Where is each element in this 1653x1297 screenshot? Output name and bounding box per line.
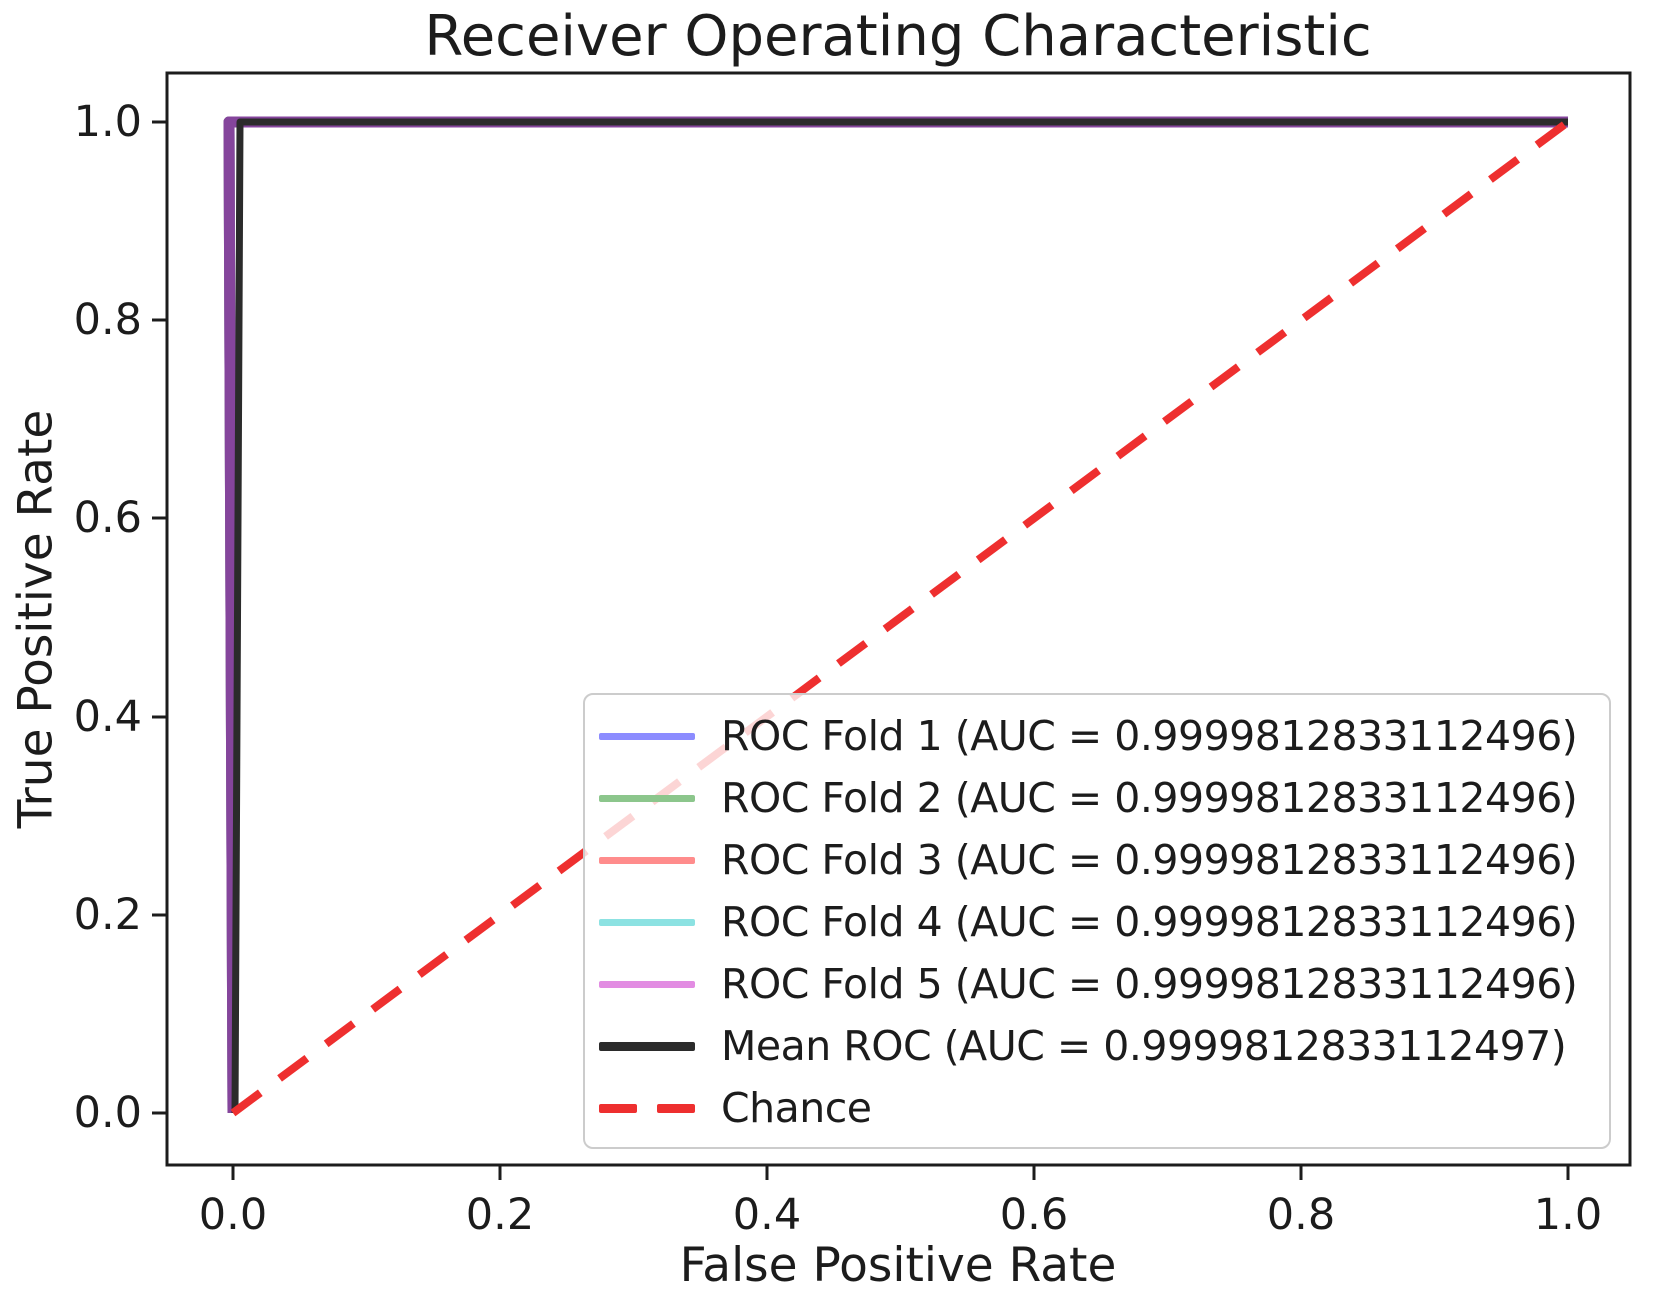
- legend-row-fold-3: ROC Fold 3 (AUC = 0.9999812833112496): [599, 829, 1595, 891]
- y-tick-label: 0.6: [73, 493, 142, 543]
- legend-label-mean-roc: Mean ROC (AUC = 0.9999812833112497): [721, 1022, 1567, 1070]
- y-tick-label: 0.2: [73, 890, 142, 940]
- mean-roc-swatch: [599, 1041, 695, 1051]
- legend-row-fold-2: ROC Fold 2 (AUC = 0.9999812833112496): [599, 767, 1595, 829]
- chance-swatch-dash: [657, 1103, 695, 1113]
- legend-row-fold-1: ROC Fold 1 (AUC = 0.9999812833112496): [599, 705, 1595, 767]
- y-axis-label: True Positive Rate: [8, 409, 64, 829]
- x-tick-label: 0.8: [1266, 1190, 1336, 1240]
- axes-spines: [165, 71, 1632, 1167]
- x-tick-marks: [231, 1165, 1570, 1180]
- chance-swatch-dash: [599, 1103, 637, 1113]
- roc-fold-1-swatch: [599, 732, 695, 740]
- x-tick-label: 0.4: [732, 1190, 802, 1240]
- legend-label-fold-2: ROC Fold 2 (AUC = 0.9999812833112496): [721, 774, 1578, 822]
- x-tick-label: 0.6: [999, 1190, 1069, 1240]
- chart-title: Receiver Operating Characteristic: [424, 4, 1372, 69]
- x-axis-label: False Positive Rate: [679, 1238, 1117, 1293]
- mean-roc-line: [231, 118, 1568, 1114]
- y-tick-label: 0.0: [73, 1088, 142, 1138]
- legend-label-fold-4: ROC Fold 4 (AUC = 0.9999812833112496): [721, 898, 1578, 946]
- y-tick-label: 0.8: [73, 295, 142, 345]
- legend-box: ROC Fold 1 (AUC = 0.9999812833112496) RO…: [583, 693, 1611, 1149]
- y-tick-marks: [152, 120, 167, 1115]
- legend-label-fold-3: ROC Fold 3 (AUC = 0.9999812833112496): [721, 836, 1578, 884]
- legend-label-chance: Chance: [721, 1084, 872, 1132]
- legend-row-chance: Chance: [599, 1077, 1595, 1139]
- legend-label-fold-5: ROC Fold 5 (AUC = 0.9999812833112496): [721, 960, 1578, 1008]
- x-tick-label: 0.0: [198, 1190, 268, 1240]
- x-tick-label: 1.0: [1533, 1190, 1603, 1240]
- roc-fold-2-swatch: [599, 794, 695, 802]
- x-tick-label: 0.2: [465, 1190, 535, 1240]
- roc-fold-5-swatch: [599, 980, 695, 988]
- legend-row-fold-5: ROC Fold 5 (AUC = 0.9999812833112496): [599, 953, 1595, 1015]
- chance-line: [230, 118, 1571, 1117]
- y-tick-label: 0.4: [73, 692, 142, 742]
- legend-row-fold-4: ROC Fold 4 (AUC = 0.9999812833112496): [599, 891, 1595, 953]
- roc-fold-4-swatch: [599, 918, 695, 926]
- roc-fold-3-swatch: [599, 856, 695, 864]
- legend-label-fold-1: ROC Fold 1 (AUC = 0.9999812833112496): [721, 712, 1578, 760]
- legend-row-mean-roc: Mean ROC (AUC = 0.9999812833112497): [599, 1015, 1595, 1077]
- y-tick-label: 1.0: [73, 97, 142, 147]
